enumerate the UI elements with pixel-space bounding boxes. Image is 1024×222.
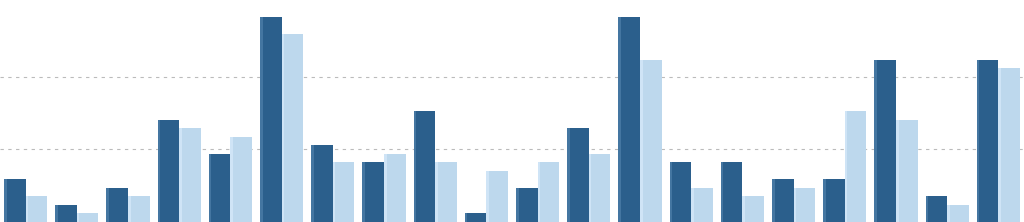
Bar [158, 119, 161, 222]
Bar [282, 34, 303, 222]
Bar [721, 162, 742, 222]
Bar [567, 128, 589, 222]
Bar [721, 162, 724, 222]
Bar [77, 214, 98, 222]
Bar [772, 179, 775, 222]
Bar [26, 196, 29, 222]
Bar [4, 179, 7, 222]
Bar [640, 60, 643, 222]
Bar [742, 196, 764, 222]
Bar [435, 162, 457, 222]
Bar [179, 128, 201, 222]
Bar [845, 111, 866, 222]
Bar [486, 171, 489, 222]
Bar [384, 154, 406, 222]
Bar [4, 179, 26, 222]
Bar [998, 68, 1020, 222]
Bar [179, 128, 182, 222]
Bar [691, 188, 713, 222]
Bar [998, 68, 1001, 222]
Bar [158, 119, 179, 222]
Bar [106, 188, 128, 222]
Bar [823, 179, 826, 222]
Bar [589, 154, 592, 222]
Bar [362, 162, 366, 222]
Bar [794, 188, 815, 222]
Bar [435, 162, 438, 222]
Bar [794, 188, 797, 222]
Bar [333, 162, 354, 222]
Bar [311, 145, 314, 222]
Bar [567, 128, 570, 222]
Bar [128, 196, 131, 222]
Bar [282, 34, 285, 222]
Bar [230, 137, 233, 222]
Bar [618, 17, 622, 222]
Bar [311, 145, 333, 222]
Bar [55, 205, 58, 222]
Bar [947, 205, 969, 222]
Bar [486, 171, 508, 222]
Bar [896, 119, 899, 222]
Bar [209, 154, 212, 222]
Bar [947, 205, 950, 222]
Bar [670, 162, 691, 222]
Bar [414, 111, 417, 222]
Bar [362, 162, 384, 222]
Bar [209, 154, 230, 222]
Bar [260, 17, 263, 222]
Bar [926, 196, 929, 222]
Bar [384, 154, 387, 222]
Bar [977, 60, 998, 222]
Bar [538, 162, 559, 222]
Bar [691, 188, 694, 222]
Bar [772, 179, 794, 222]
Bar [742, 196, 745, 222]
Bar [77, 214, 80, 222]
Bar [516, 188, 538, 222]
Bar [640, 60, 662, 222]
Bar [670, 162, 673, 222]
Bar [128, 196, 150, 222]
Bar [823, 179, 845, 222]
Bar [896, 119, 918, 222]
Bar [874, 60, 896, 222]
Bar [538, 162, 541, 222]
Bar [516, 188, 519, 222]
Bar [465, 214, 486, 222]
Bar [230, 137, 252, 222]
Bar [926, 196, 947, 222]
Bar [106, 188, 110, 222]
Bar [465, 214, 468, 222]
Bar [845, 111, 848, 222]
Bar [333, 162, 336, 222]
Bar [26, 196, 47, 222]
Bar [589, 154, 610, 222]
Bar [874, 60, 878, 222]
Bar [618, 17, 640, 222]
Bar [55, 205, 77, 222]
Bar [414, 111, 435, 222]
Bar [977, 60, 980, 222]
Bar [260, 17, 282, 222]
